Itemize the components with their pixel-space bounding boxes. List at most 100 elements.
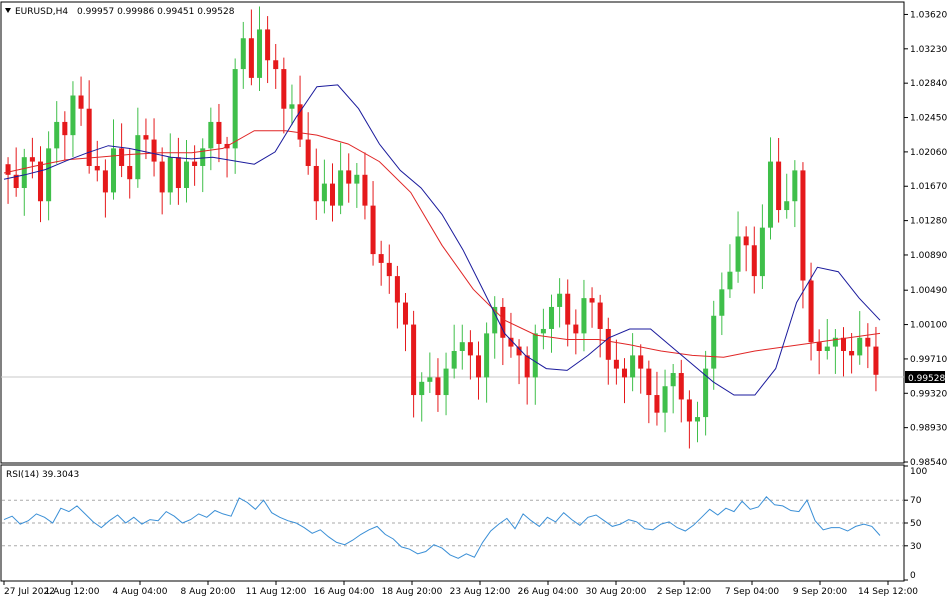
bear-candle xyxy=(516,346,522,356)
bear-candle xyxy=(865,337,871,347)
bull-candle xyxy=(443,368,449,396)
bull-candle xyxy=(135,135,141,180)
bull-candle xyxy=(54,121,60,149)
time-tick-label: 27 Jul 2022 xyxy=(4,587,55,597)
bull-candle xyxy=(289,104,295,109)
bear-candle xyxy=(638,355,644,369)
bull-candle xyxy=(492,306,498,334)
bear-candle xyxy=(151,139,157,162)
bull-candle xyxy=(21,157,27,189)
bull-candle xyxy=(548,306,555,329)
price-tick-label: 0.98540 xyxy=(910,458,947,468)
ohlc-readout: 0.99957 0.99986 0.99451 0.99528 xyxy=(77,7,235,17)
bull-candle xyxy=(321,183,327,202)
bull-candle xyxy=(703,368,709,418)
time-tick-label: 2 Sep 12:00 xyxy=(657,587,712,597)
bull-candle xyxy=(240,38,246,70)
bear-candle xyxy=(402,302,409,325)
bull-candle xyxy=(110,148,117,193)
time-tick-label: 26 Aug 04:00 xyxy=(518,587,579,597)
bear-candle xyxy=(776,161,782,211)
bear-candle xyxy=(816,342,822,351)
rsi-title: RSI(14) 39.3043 xyxy=(6,470,79,480)
price-tick-label: 1.02840 xyxy=(910,79,947,89)
bull-candle xyxy=(557,293,563,307)
time-tick-label: 30 Aug 20:00 xyxy=(586,587,647,597)
candles-layer xyxy=(5,6,879,449)
bear-candle xyxy=(297,104,303,140)
bear-candle xyxy=(597,302,603,329)
bear-candle xyxy=(475,355,482,378)
bull-candle xyxy=(427,377,433,382)
bull-candle xyxy=(784,201,790,211)
price-tick-label: 1.02060 xyxy=(910,148,947,158)
price-tick-label: 1.01670 xyxy=(910,182,947,192)
bear-candle xyxy=(394,276,400,303)
bull-candle xyxy=(208,121,214,149)
bear-candle xyxy=(362,174,368,206)
bull-candle xyxy=(832,337,838,347)
bear-candle xyxy=(743,236,749,246)
bull-candle xyxy=(767,161,774,228)
bear-candle xyxy=(281,69,287,109)
bear-candle xyxy=(500,306,506,338)
price-tick-label: 1.00490 xyxy=(910,286,947,296)
bear-candle xyxy=(686,399,692,422)
bear-candle xyxy=(370,205,376,255)
bear-candle xyxy=(605,328,611,360)
fast-moving-average-line xyxy=(3,84,881,396)
bear-candle xyxy=(386,262,392,277)
bear-candle xyxy=(248,38,254,78)
price-tick-label: 1.01280 xyxy=(910,217,947,227)
bear-candle xyxy=(849,350,855,356)
bull-candle xyxy=(824,346,830,351)
time-tick-label: 9 Sep 20:00 xyxy=(793,587,848,597)
time-tick-label: 4 Aug 04:00 xyxy=(113,587,168,597)
bear-candle xyxy=(467,342,473,356)
bull-candle xyxy=(694,417,701,422)
bear-candle xyxy=(29,157,35,162)
bear-candle xyxy=(808,280,814,343)
bear-candle xyxy=(654,395,660,413)
price-tag: 0.99528 xyxy=(905,371,945,384)
rsi-tick-label: 100 xyxy=(910,467,927,477)
bull-candle xyxy=(232,69,238,149)
rsi-tick-label: 0 xyxy=(910,571,916,581)
bull-candle xyxy=(256,29,263,78)
bull-candle xyxy=(354,174,360,184)
bear-candle xyxy=(873,346,879,375)
moving-averages-layer xyxy=(3,84,881,396)
bear-candle xyxy=(13,174,19,189)
bear-candle xyxy=(589,298,595,303)
collapse-triangle-icon[interactable] xyxy=(5,8,11,13)
price-tick-label: 1.00890 xyxy=(910,251,947,261)
bear-candle xyxy=(346,170,352,184)
bear-candle xyxy=(313,165,319,202)
rsi-line xyxy=(3,496,881,559)
bear-candle xyxy=(646,368,652,396)
bull-candle xyxy=(670,373,676,387)
time-tick-label: 8 Aug 20:00 xyxy=(181,587,236,597)
bear-candle xyxy=(175,157,181,189)
bear-candle xyxy=(143,135,149,140)
bear-candle xyxy=(265,29,271,61)
time-tick-label: 7 Sep 04:00 xyxy=(725,587,780,597)
slow-moving-average-line xyxy=(3,130,881,358)
bull-candle xyxy=(857,337,863,356)
bull-candle xyxy=(183,161,190,189)
time-tick-label: 1 Aug 12:00 xyxy=(45,587,100,597)
bull-candle xyxy=(727,271,733,290)
bear-candle xyxy=(86,108,92,166)
price-tick-label: 0.99710 xyxy=(910,355,947,365)
bear-candle xyxy=(621,368,628,378)
symbol-label: EURUSD,H4 xyxy=(15,7,68,17)
rsi-tick-label: 30 xyxy=(910,542,922,552)
bear-candle xyxy=(127,165,133,180)
bear-candle xyxy=(329,183,336,206)
bull-candle xyxy=(532,333,538,378)
time-tick-label: 18 Aug 20:00 xyxy=(382,587,443,597)
bear-candle xyxy=(508,337,514,347)
bear-candle xyxy=(751,245,757,277)
